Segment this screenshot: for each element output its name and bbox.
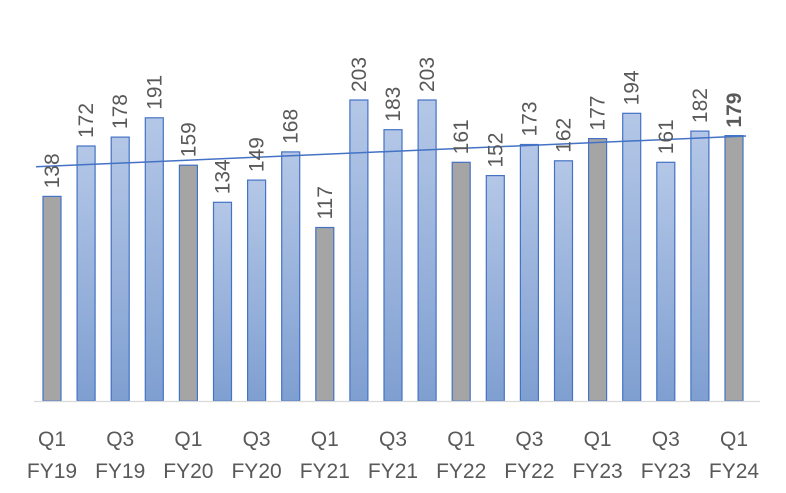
data-label: 161 xyxy=(655,119,678,154)
data-label: 152 xyxy=(484,133,507,168)
bar-highlight xyxy=(315,226,335,402)
bar xyxy=(144,117,164,402)
bar-highlight xyxy=(178,164,198,402)
bar xyxy=(417,99,437,402)
data-label: 179 xyxy=(723,93,746,128)
bar xyxy=(622,112,642,402)
bar xyxy=(349,99,369,402)
bar-highlight xyxy=(724,135,744,402)
data-label: 117 xyxy=(314,186,337,219)
x-tick-label: Q3 FY22 xyxy=(504,428,554,483)
data-label: 194 xyxy=(621,70,644,105)
bar xyxy=(247,179,267,402)
bar xyxy=(690,130,710,402)
data-label: 182 xyxy=(689,88,712,123)
bar xyxy=(212,201,233,402)
x-tick-labels-layer: Q1 FY19 Q3 FY19 Q1 FY20 Q3 FY20 Q1 FY21 Q3 FY21 Q1 FY… xyxy=(27,428,760,483)
x-tick-label: Q1 FY21 xyxy=(300,428,350,483)
data-label: 173 xyxy=(518,101,541,136)
bar xyxy=(553,160,574,402)
data-label: 178 xyxy=(109,94,132,129)
data-label: 203 xyxy=(416,57,439,92)
bar xyxy=(110,136,130,402)
trendline-layer xyxy=(35,135,747,168)
x-tick-label: Q3 FY21 xyxy=(368,428,418,483)
trendline xyxy=(35,135,747,168)
bar-highlight xyxy=(451,161,471,402)
bar xyxy=(656,161,676,402)
bar xyxy=(281,151,301,402)
bar xyxy=(76,145,96,402)
data-label: 177 xyxy=(587,96,610,131)
data-label: 168 xyxy=(280,109,303,144)
data-label: 172 xyxy=(75,103,98,138)
bar-highlight xyxy=(587,138,608,402)
x-tick-label: Q3 FY20 xyxy=(231,428,281,483)
bar xyxy=(519,143,540,402)
data-label: 159 xyxy=(177,122,200,157)
data-labels-layer: 138 172 178 191 159 134 149 168 117 203 183 203 161 1… xyxy=(41,57,746,220)
x-tick-label: Q1 FY24 xyxy=(709,428,760,483)
data-label: 161 xyxy=(450,119,473,154)
x-tick-label: Q1 FY19 xyxy=(27,428,77,483)
bar xyxy=(485,175,505,402)
data-label: 183 xyxy=(382,87,405,122)
bar xyxy=(383,129,403,402)
data-label: 134 xyxy=(212,159,235,194)
bar-highlight xyxy=(42,195,62,402)
x-tick-label: Q1 FY23 xyxy=(572,428,622,483)
x-tick-label: Q1 FY20 xyxy=(163,428,213,483)
bars-layer xyxy=(42,99,744,402)
x-tick-label: Q3 FY19 xyxy=(95,428,145,483)
data-label: 149 xyxy=(246,137,269,172)
data-label: 138 xyxy=(41,153,64,188)
data-label: 203 xyxy=(348,57,371,92)
data-label: 191 xyxy=(143,75,166,110)
x-tick-label: Q3 FY23 xyxy=(641,428,691,483)
x-tick-label: Q1 FY22 xyxy=(436,428,486,483)
data-label: 162 xyxy=(553,118,576,153)
